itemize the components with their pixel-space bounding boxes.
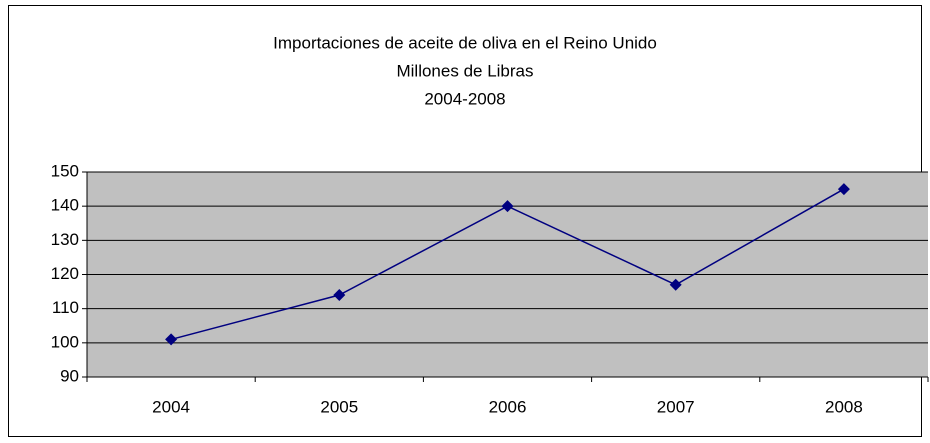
- x-tick-label: 2006: [489, 397, 527, 416]
- data-point: [333, 289, 346, 301]
- x-tick-label: 2004: [152, 397, 190, 416]
- data-point: [669, 278, 682, 291]
- data-point: [501, 200, 514, 213]
- chart-title: Importaciones de aceite de oliva en el R…: [273, 33, 657, 52]
- y-tick-label: 120: [51, 264, 79, 283]
- y-tick-label: 90: [60, 366, 79, 385]
- y-tick-label: 150: [51, 161, 79, 180]
- y-tick-label: 130: [51, 230, 79, 249]
- x-tick-label: 2007: [657, 397, 695, 416]
- data-point: [165, 333, 178, 346]
- x-tick-label: 2005: [320, 397, 358, 416]
- y-tick-label: 110: [52, 298, 79, 317]
- y-tick-label: 140: [51, 196, 79, 215]
- data-point: [837, 183, 850, 196]
- x-tick-label: 2008: [825, 397, 863, 416]
- chart-subtitle: Millones de Libras: [396, 61, 533, 80]
- y-tick-label: 100: [51, 332, 79, 351]
- chart-subtitle: 2004-2008: [424, 89, 505, 108]
